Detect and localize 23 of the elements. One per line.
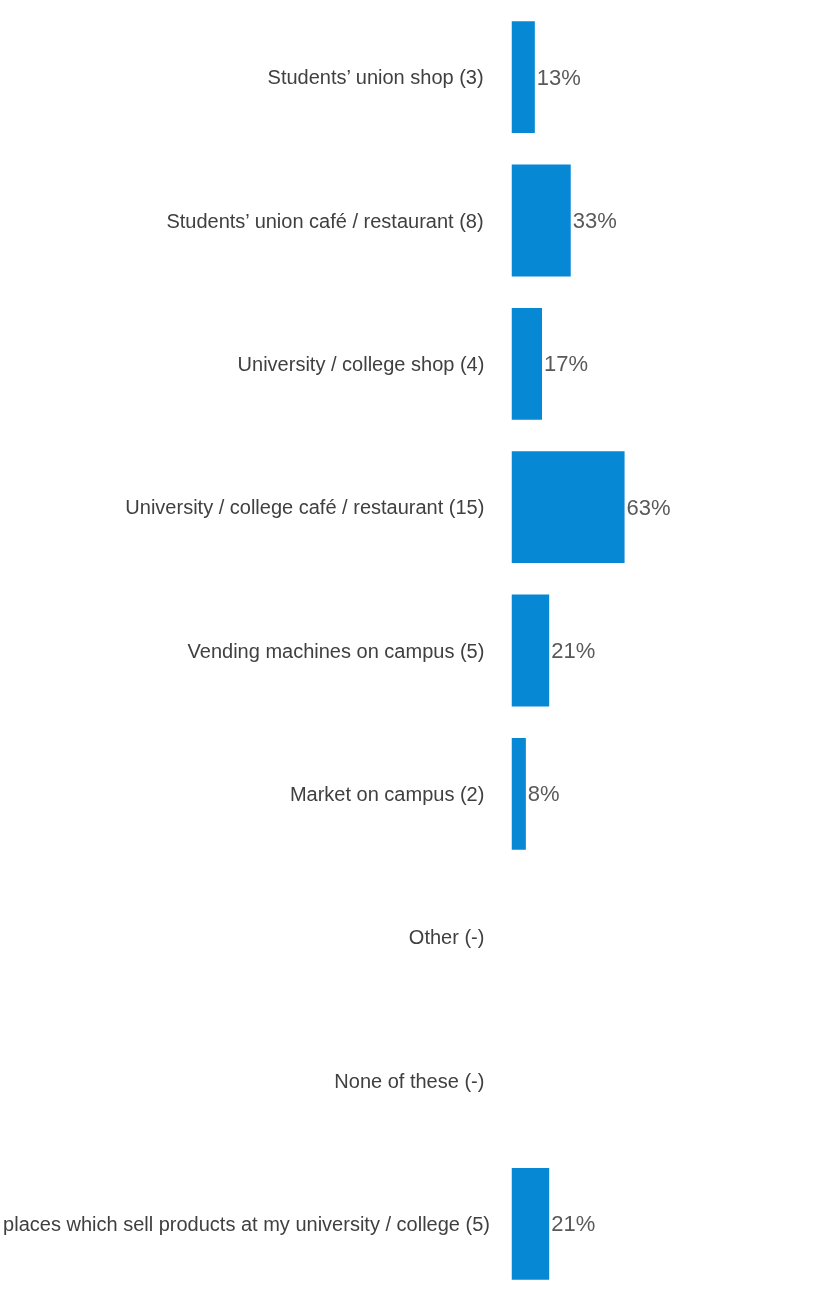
- data-label: 13%: [536, 64, 581, 90]
- y-tick-label: University / college café / restaurant (15): [125, 496, 485, 519]
- bar: [511, 1167, 550, 1280]
- bar: [511, 164, 571, 277]
- y-tick-label: University / college shop (4): [237, 352, 485, 375]
- data-label: 63%: [626, 494, 671, 520]
- bar: [511, 21, 535, 134]
- data-label: 8%: [527, 781, 560, 807]
- y-tick-label: Students’ union café / restaurant (8): [166, 209, 484, 232]
- y-tick-label: None of these (-): [334, 1069, 485, 1092]
- y-tick-label: Vending machines on campus (5): [187, 639, 485, 662]
- bar: [511, 737, 526, 850]
- bar: [511, 307, 543, 420]
- y-tick-label: Market on campus (2): [289, 782, 485, 805]
- y-tick-label: Students’ union shop (3): [267, 66, 484, 89]
- y-tick-label: Other (-): [408, 926, 485, 949]
- data-label: 21%: [551, 1211, 596, 1237]
- bar: [511, 594, 550, 707]
- data-label: 17%: [544, 351, 589, 377]
- bar: [511, 451, 625, 564]
- data-label: 21%: [551, 638, 596, 663]
- y-tick-label: places which sell products at my university / college (5): [3, 1212, 490, 1235]
- data-label: 33%: [572, 208, 617, 233]
